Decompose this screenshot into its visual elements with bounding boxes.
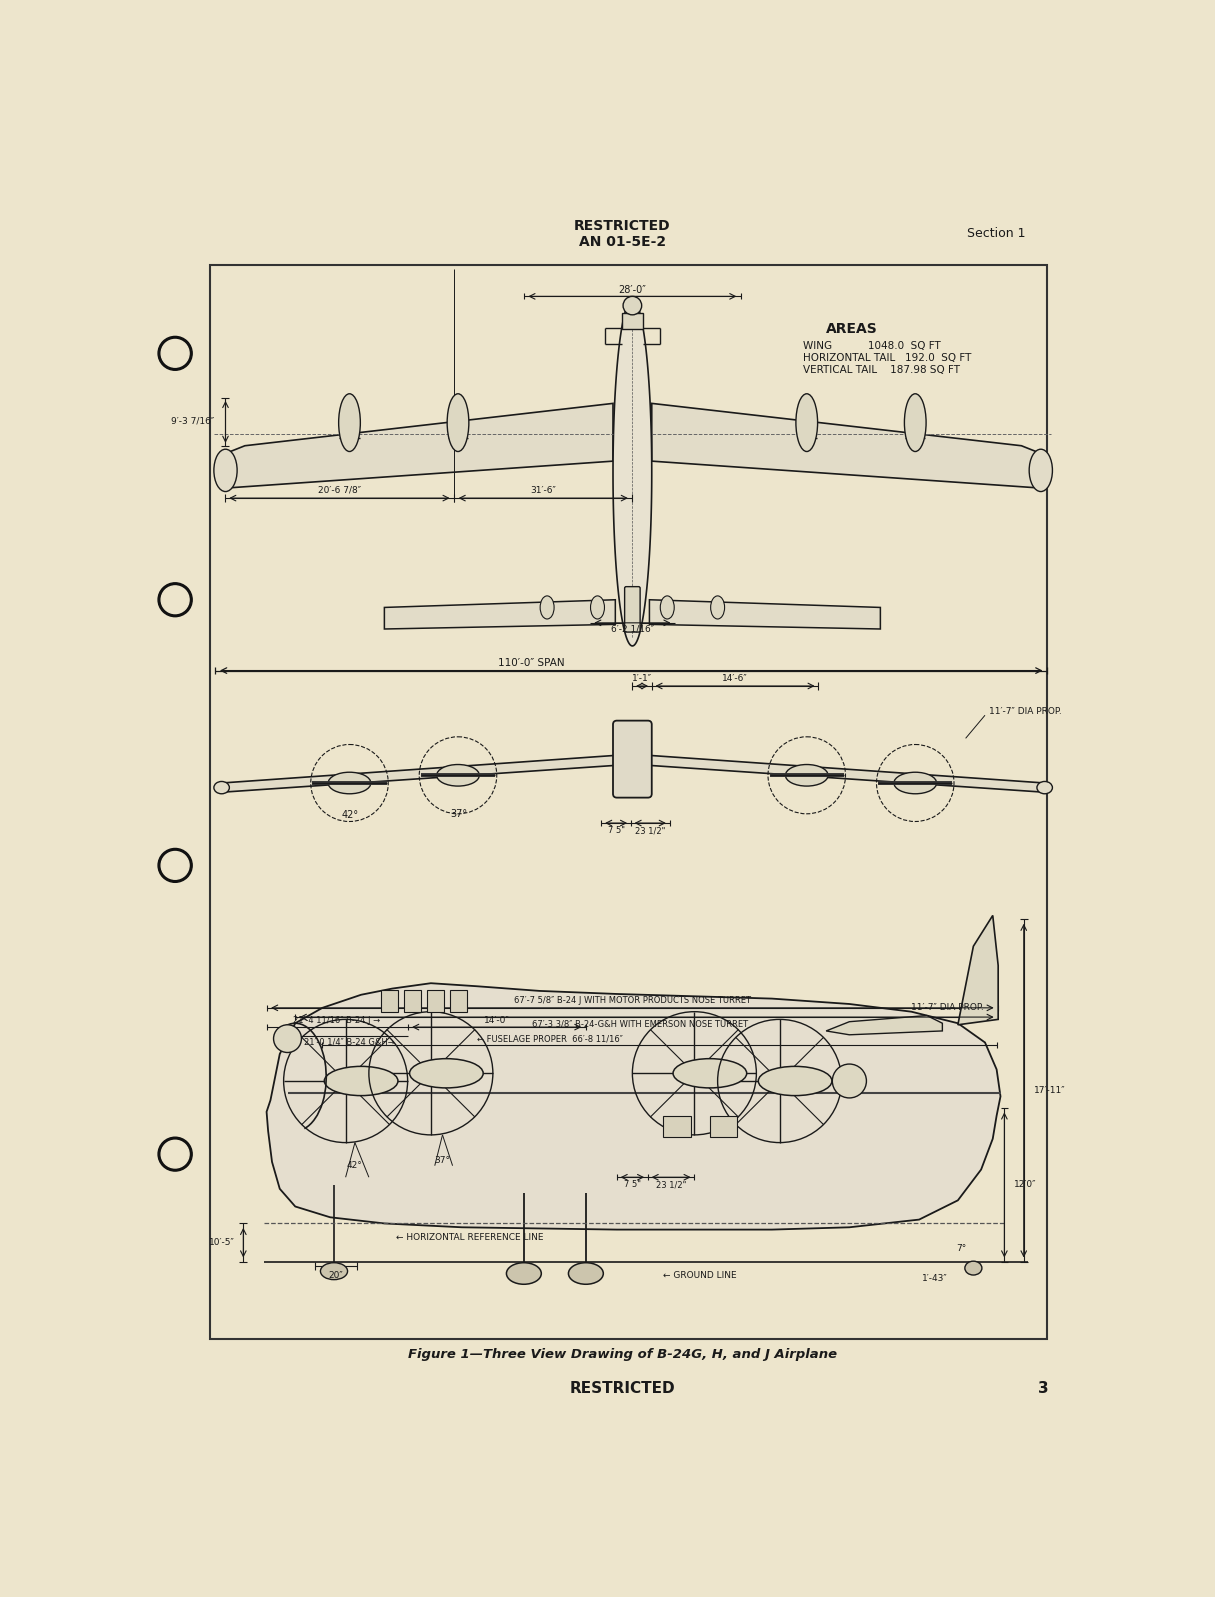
Text: 3: 3 — [1038, 1381, 1049, 1396]
Circle shape — [162, 851, 190, 880]
Ellipse shape — [214, 781, 230, 794]
Polygon shape — [651, 404, 1041, 489]
Circle shape — [158, 1137, 192, 1171]
Text: WING           1048.0  SQ FT: WING 1048.0 SQ FT — [803, 340, 940, 351]
Ellipse shape — [1029, 449, 1052, 492]
Bar — [380, 990, 397, 1011]
Text: 21′-4 11/16″ B-24 J →: 21′-4 11/16″ B-24 J → — [293, 1016, 380, 1025]
Text: 17′-11″: 17′-11″ — [1034, 1086, 1066, 1094]
Text: 23 1/2": 23 1/2" — [656, 1180, 686, 1190]
Text: 110′-0″ SPAN: 110′-0″ SPAN — [498, 658, 565, 668]
Circle shape — [273, 1025, 301, 1052]
Polygon shape — [648, 755, 1045, 792]
Polygon shape — [384, 600, 615, 629]
Ellipse shape — [711, 596, 724, 620]
Ellipse shape — [673, 1059, 747, 1088]
Circle shape — [158, 848, 192, 882]
Text: 21′-0 1/4″ B-24 G&H→: 21′-0 1/4″ B-24 G&H→ — [304, 1038, 395, 1048]
Polygon shape — [957, 915, 999, 1025]
Text: RESTRICTED: RESTRICTED — [570, 1381, 676, 1396]
Bar — [710, 1116, 738, 1137]
Text: 7 5": 7 5" — [608, 826, 625, 835]
Polygon shape — [614, 300, 651, 645]
Circle shape — [623, 297, 642, 315]
Circle shape — [162, 586, 190, 613]
Text: 67′-7 5/8″ B-24 J WITH MOTOR PRODUCTS NOSE TURRET: 67′-7 5/8″ B-24 J WITH MOTOR PRODUCTS NO… — [514, 997, 751, 1006]
Text: 37°: 37° — [451, 808, 468, 819]
Ellipse shape — [328, 773, 371, 794]
Text: RESTRICTED: RESTRICTED — [573, 219, 671, 233]
Ellipse shape — [758, 1067, 832, 1096]
Ellipse shape — [796, 394, 818, 452]
Text: 11′-7″ DIA PROP.: 11′-7″ DIA PROP. — [911, 1003, 984, 1012]
Ellipse shape — [541, 596, 554, 620]
Text: 20″: 20″ — [328, 1271, 343, 1281]
Ellipse shape — [409, 1059, 484, 1088]
Bar — [663, 1116, 690, 1137]
Circle shape — [162, 340, 190, 367]
Polygon shape — [226, 404, 614, 489]
Circle shape — [158, 337, 192, 371]
Ellipse shape — [447, 394, 469, 452]
Text: 6′-2 1/16″: 6′-2 1/16″ — [611, 624, 654, 634]
Text: 20′-6 7/8″: 20′-6 7/8″ — [318, 485, 361, 495]
Polygon shape — [650, 600, 881, 629]
Ellipse shape — [214, 449, 237, 492]
Text: 10′-5″: 10′-5″ — [209, 1238, 234, 1247]
Text: AREAS: AREAS — [826, 321, 878, 335]
FancyBboxPatch shape — [614, 720, 651, 797]
Ellipse shape — [785, 765, 829, 786]
Bar — [210, 265, 1047, 1338]
Polygon shape — [266, 984, 1000, 1230]
Ellipse shape — [904, 394, 926, 452]
Text: 42°: 42° — [347, 1161, 363, 1171]
Polygon shape — [221, 755, 617, 792]
Text: HORIZONTAL TAIL   192.0  SQ FT: HORIZONTAL TAIL 192.0 SQ FT — [803, 353, 971, 363]
Ellipse shape — [324, 1067, 399, 1096]
Text: ← FUSELAGE PROPER  66′-8 11/16″: ← FUSELAGE PROPER 66′-8 11/16″ — [477, 1035, 623, 1043]
Text: 28′-0″: 28′-0″ — [618, 286, 646, 295]
Bar — [451, 990, 468, 1011]
FancyBboxPatch shape — [625, 586, 640, 632]
Text: 7°: 7° — [956, 1244, 967, 1252]
Ellipse shape — [660, 596, 674, 620]
Text: 37°: 37° — [435, 1156, 451, 1164]
Text: ← HORIZONTAL REFERENCE LINE: ← HORIZONTAL REFERENCE LINE — [396, 1233, 543, 1242]
Text: 9′-3 7/16″: 9′-3 7/16″ — [170, 417, 214, 425]
Text: 67′-3 3/8″ B-24-G&H WITH EMERSON NOSE TURRET: 67′-3 3/8″ B-24-G&H WITH EMERSON NOSE TU… — [532, 1019, 748, 1028]
Ellipse shape — [1036, 781, 1052, 794]
Circle shape — [832, 1064, 866, 1097]
Ellipse shape — [436, 765, 479, 786]
Ellipse shape — [507, 1263, 542, 1284]
Circle shape — [158, 583, 192, 616]
Text: 42°: 42° — [341, 810, 358, 821]
Text: 14′-6″: 14′-6″ — [722, 674, 747, 684]
Ellipse shape — [894, 773, 937, 794]
Text: 1′-43″: 1′-43″ — [922, 1274, 948, 1284]
Bar — [622, 313, 643, 329]
Circle shape — [162, 1140, 190, 1167]
Text: Figure 1—Three View Drawing of B-24G, H, and J Airplane: Figure 1—Three View Drawing of B-24G, H,… — [408, 1348, 837, 1361]
Bar — [426, 990, 443, 1011]
Polygon shape — [826, 1016, 943, 1035]
Text: 7 5": 7 5" — [623, 1180, 640, 1190]
Text: Section 1: Section 1 — [967, 227, 1025, 241]
Text: ← GROUND LINE: ← GROUND LINE — [663, 1271, 738, 1281]
Text: 14′-0″: 14′-0″ — [484, 1016, 509, 1025]
Text: 12′0″: 12′0″ — [1015, 1180, 1036, 1190]
Bar — [403, 990, 420, 1011]
Text: AN 01-5E-2: AN 01-5E-2 — [578, 235, 666, 249]
Ellipse shape — [965, 1262, 982, 1274]
Ellipse shape — [321, 1263, 347, 1279]
Text: 31′-6″: 31′-6″ — [530, 485, 556, 495]
Text: 1′-1″: 1′-1″ — [632, 674, 651, 684]
Text: 23 1/2": 23 1/2" — [635, 826, 666, 835]
Text: 11′-7″ DIA PROP.: 11′-7″ DIA PROP. — [989, 707, 1062, 715]
Ellipse shape — [339, 394, 361, 452]
Ellipse shape — [590, 596, 605, 620]
Ellipse shape — [569, 1263, 604, 1284]
Text: VERTICAL TAIL    187.98 SQ FT: VERTICAL TAIL 187.98 SQ FT — [803, 366, 960, 375]
